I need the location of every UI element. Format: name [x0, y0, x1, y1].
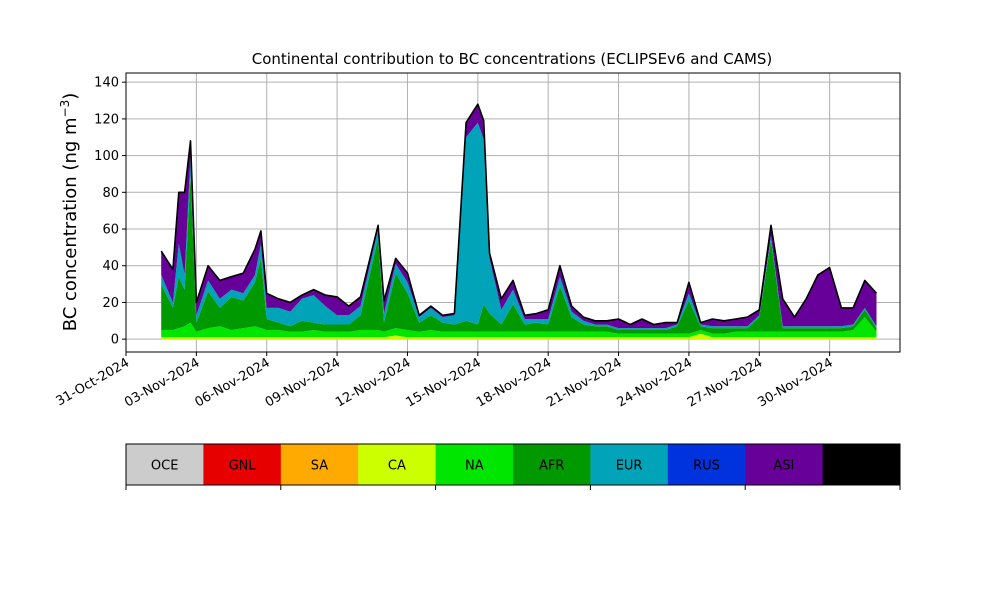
y-axis-label-main: BC concentration (ng m — [60, 117, 81, 331]
y-tick-label: 0 — [111, 333, 119, 348]
area-series-ca — [161, 333, 877, 340]
svg-text:BC concentration (ng m−3): BC concentration (ng m−3) — [58, 93, 81, 332]
legend-label-na: NA — [465, 459, 484, 474]
x-tick-label: 24-Nov-2024 — [615, 355, 695, 410]
legend-swatch-aus — [822, 444, 901, 485]
x-tick-label: 12-Nov-2024 — [333, 355, 413, 410]
x-tick-label: 31-Oct-2024 — [54, 355, 132, 409]
legend-label-asi: ASI — [773, 459, 794, 474]
legend-swatch-oce — [126, 444, 204, 485]
legend-label-afr: AFR — [539, 459, 564, 474]
legend-swatch-eur — [590, 444, 669, 485]
y-tick-label: 60 — [102, 223, 119, 238]
y-tick-label: 40 — [102, 259, 119, 274]
axis-ticks: 0 20 40 60 80 100 120 140 31-Oct-202403-Nov-2024… — [54, 76, 836, 411]
y-tick-label: 100 — [94, 149, 119, 164]
x-tick-label: 21-Nov-2024 — [544, 355, 624, 410]
total-outline — [160, 103, 878, 326]
legend-label-ca: CA — [388, 459, 406, 474]
x-tick-label: 18-Nov-2024 — [474, 355, 554, 410]
plot-frame — [125, 72, 901, 353]
legend-swatch-sa — [280, 444, 359, 485]
y-tick-label: 140 — [94, 76, 119, 91]
y-axis-label-exponent: −3 — [58, 100, 72, 118]
x-tick-label: 03-Nov-2024 — [122, 355, 202, 410]
legend-swatch-na — [435, 444, 514, 485]
legend-swatch-ca — [358, 444, 437, 485]
y-axis-label-close: ) — [60, 93, 81, 100]
legend-label-oce: OCE — [151, 459, 179, 474]
x-tick-label: 27-Nov-2024 — [685, 355, 765, 410]
y-tick-label: 20 — [102, 296, 119, 311]
x-tick-label: 06-Nov-2024 — [192, 355, 272, 410]
legend-swatch-gnl — [203, 444, 282, 485]
plot-border — [125, 72, 901, 353]
area-series-asi — [161, 104, 877, 329]
x-tick-label: 30-Nov-2024 — [755, 355, 835, 410]
x-tick-label: 09-Nov-2024 — [263, 355, 343, 410]
area-series-afr — [161, 175, 877, 334]
area-series-na — [161, 317, 877, 338]
legend-label-gnl: GNL — [229, 459, 257, 474]
chart-title: Continental contribution to BC concentra… — [252, 50, 773, 68]
legend-label-aus: AUS — [848, 459, 875, 474]
region-colorbar: OCE GNL SA CA NA AFR EUR RUS ASI AUS — [125, 443, 901, 490]
legend-swatch-afr — [513, 444, 591, 485]
legend-label-sa: SA — [311, 459, 328, 474]
legend-label-rus: RUS — [693, 459, 720, 474]
legend-border — [125, 443, 901, 486]
legend-swatch-rus — [667, 444, 746, 485]
x-tick-label: 15-Nov-2024 — [404, 355, 484, 410]
y-axis-label: BC concentration (ng m−3) — [58, 93, 81, 332]
y-tick-label: 80 — [102, 186, 119, 201]
y-tick-label: 120 — [94, 112, 119, 127]
legend-swatch-asi — [745, 444, 824, 485]
legend-label-eur: EUR — [616, 459, 643, 474]
stacked-areas — [160, 103, 878, 340]
